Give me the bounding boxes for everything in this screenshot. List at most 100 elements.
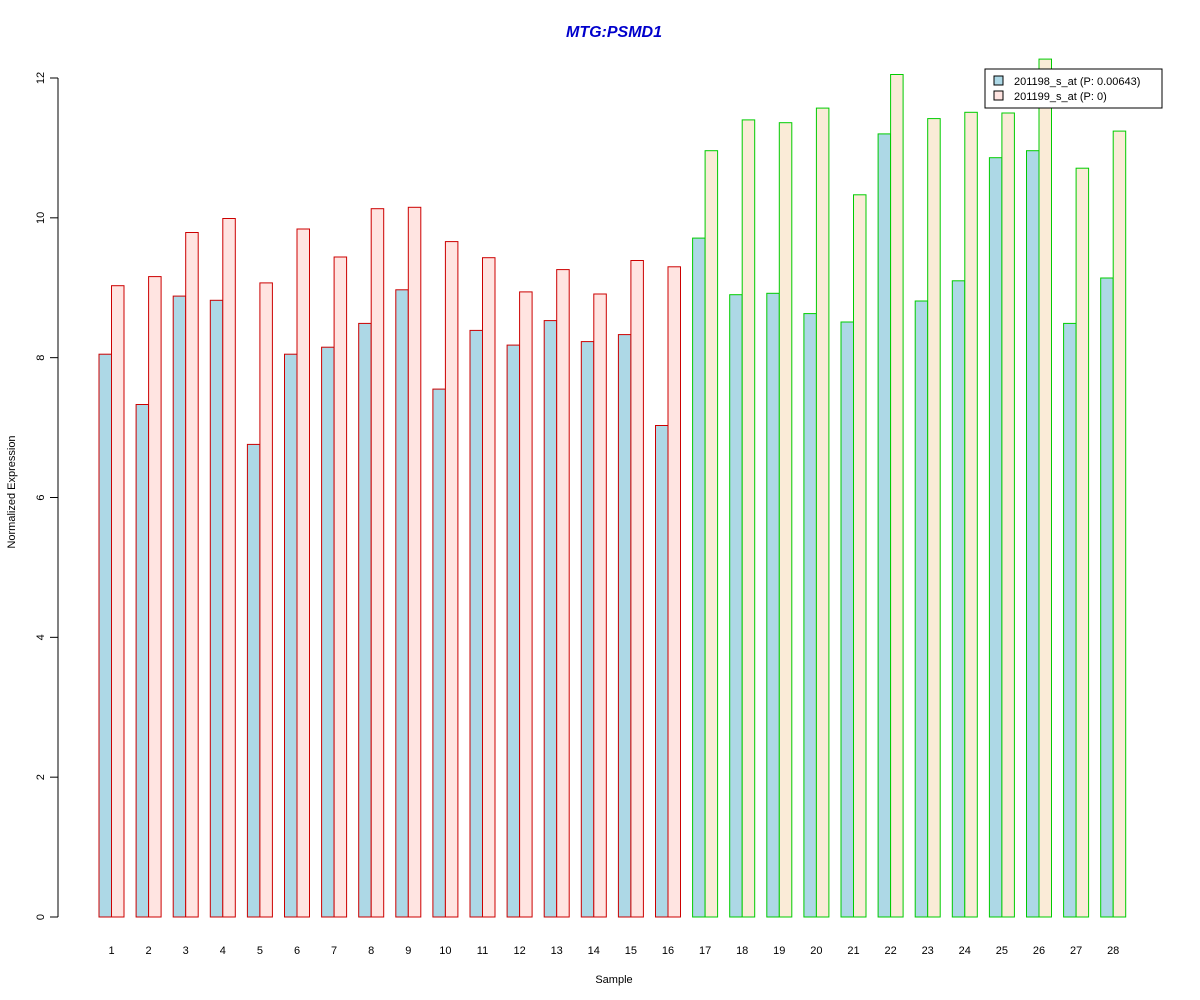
bar-series-1-sample-26 <box>1026 150 1040 918</box>
bars-group <box>98 58 1127 918</box>
x-tick-label: 8 <box>368 945 374 957</box>
x-tick-label: 17 <box>699 945 711 957</box>
x-tick-label: 19 <box>773 945 785 957</box>
bar-series-2-sample-12 <box>519 291 533 918</box>
bar-series-2-sample-24 <box>964 111 978 918</box>
bar-series-2-sample-14 <box>593 293 607 918</box>
legend-swatch-series-2 <box>993 90 1004 101</box>
bar-series-2-sample-5 <box>259 282 273 918</box>
bar-series-1-sample-17 <box>692 237 706 918</box>
bar-series-1-sample-9 <box>395 289 409 918</box>
bar-series-1-sample-15 <box>617 334 632 918</box>
bar-series-2-sample-10 <box>444 241 459 918</box>
legend-swatch-series-1 <box>993 75 1004 86</box>
y-tick-label: 6 <box>35 494 47 500</box>
bar-series-2-sample-13 <box>556 269 570 918</box>
bar-series-1-sample-5 <box>246 443 261 918</box>
bar-series-1-sample-1 <box>98 353 112 918</box>
bar-series-1-sample-11 <box>469 329 483 918</box>
bar-series-1-sample-2 <box>135 404 150 918</box>
bar-series-1-sample-25 <box>988 157 1003 918</box>
y-tick-label: 8 <box>35 355 47 361</box>
bar-series-2-sample-11 <box>482 257 496 918</box>
bar-series-2-sample-16 <box>667 266 681 918</box>
x-axis-label: Sample <box>595 974 632 986</box>
bar-series-2-sample-2 <box>148 276 162 918</box>
x-tick-label: 10 <box>439 945 451 957</box>
bar-series-1-sample-22 <box>877 133 892 918</box>
bar-series-1-sample-19 <box>766 292 780 918</box>
y-tick-label: 4 <box>35 634 47 640</box>
bar-series-1-sample-28 <box>1100 277 1114 918</box>
bar-series-2-sample-6 <box>296 228 310 918</box>
bar-series-2-sample-23 <box>927 118 941 918</box>
y-axis: 0 2 4 6 8 10 12 <box>35 72 59 920</box>
y-axis-label: Normalized Expression <box>6 435 18 548</box>
bar-series-1-sample-18 <box>729 294 743 918</box>
x-tick-label: 9 <box>405 945 411 957</box>
x-tick-label: 24 <box>959 945 971 957</box>
bar-series-2-sample-8 <box>370 208 385 918</box>
bar-series-1-sample-12 <box>506 344 521 918</box>
x-tick-label: 11 <box>477 945 488 957</box>
bar-series-2-sample-22 <box>890 74 904 918</box>
y-tick-label: 10 <box>35 212 47 224</box>
x-tick-label: 25 <box>996 945 1008 957</box>
bar-series-2-sample-21 <box>853 194 867 918</box>
x-axis: 1 2 3 4 5 6 7 8 9 10 11 12 13 14 15 16 17 18 19 20 21 22 23 24 2… <box>108 945 1119 957</box>
x-tick-label: 26 <box>1033 945 1045 957</box>
bar-series-2-sample-17 <box>704 150 719 918</box>
x-tick-label: 3 <box>183 945 189 957</box>
bar-series-2-sample-27 <box>1075 167 1090 918</box>
x-tick-label: 20 <box>810 945 822 957</box>
bar-series-1-sample-13 <box>543 320 558 918</box>
bar-series-1-sample-8 <box>358 322 372 918</box>
y-tick-label: 2 <box>35 774 47 780</box>
bar-series-1-sample-16 <box>655 425 669 918</box>
bar-series-1-sample-20 <box>803 313 817 918</box>
chart-title: MTG:PSMD1 <box>566 24 662 41</box>
x-tick-label: 13 <box>551 945 563 957</box>
bar-series-2-sample-20 <box>815 107 830 918</box>
bar-series-2-sample-26 <box>1038 58 1052 918</box>
bar-series-1-sample-24 <box>951 280 966 918</box>
bar-series-2-sample-9 <box>407 206 422 918</box>
y-tick-label: 0 <box>35 914 47 920</box>
bar-series-1-sample-23 <box>914 300 929 918</box>
x-tick-label: 28 <box>1107 945 1119 957</box>
x-tick-label: 2 <box>146 945 152 957</box>
x-tick-label: 1 <box>108 945 114 957</box>
bar-series-2-sample-19 <box>778 122 793 918</box>
bar-series-2-sample-18 <box>741 119 756 918</box>
x-tick-label: 18 <box>736 945 748 957</box>
bar-series-1-sample-14 <box>580 341 595 918</box>
bar-series-1-sample-6 <box>284 353 298 918</box>
x-tick-label: 21 <box>847 945 859 957</box>
bar-series-2-sample-25 <box>1001 112 1015 918</box>
bar-series-1-sample-4 <box>209 299 224 918</box>
bar-series-2-sample-3 <box>185 232 199 918</box>
legend-box <box>984 68 1163 109</box>
bar-series-1-sample-27 <box>1063 322 1077 918</box>
x-tick-label: 15 <box>625 945 637 957</box>
x-tick-label: 27 <box>1070 945 1082 957</box>
bar-series-1-sample-10 <box>432 388 446 918</box>
bar-series-2-sample-1 <box>111 285 125 918</box>
x-tick-label: 22 <box>884 945 896 957</box>
x-tick-label: 23 <box>922 945 934 957</box>
bar-series-2-sample-4 <box>222 218 236 918</box>
legend-label-series-1: 201198_s_at (P: 0.00643) <box>1014 76 1140 88</box>
legend-label-series-2: 201199_s_at (P: 0) <box>1014 91 1107 103</box>
bar-series-1-sample-3 <box>172 295 187 918</box>
bar-series-2-sample-28 <box>1112 130 1127 918</box>
bar-series-2-sample-7 <box>333 256 348 918</box>
y-tick-label: 12 <box>35 72 47 84</box>
x-tick-label: 6 <box>294 945 300 957</box>
x-tick-label: 12 <box>513 945 525 957</box>
x-tick-label: 5 <box>257 945 263 957</box>
x-tick-label: 4 <box>220 945 226 957</box>
bar-series-2-sample-15 <box>630 260 644 918</box>
bar-series-1-sample-21 <box>840 321 854 918</box>
legend: 201198_s_at (P: 0.00643) 201199_s_at (P:… <box>984 68 1163 109</box>
